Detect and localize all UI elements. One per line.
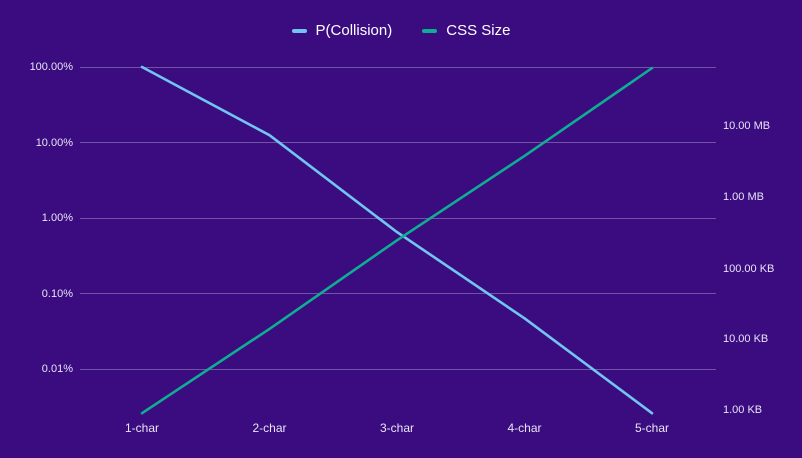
legend-label-pcollision: P(Collision) bbox=[315, 22, 393, 39]
css-size-line[interactable] bbox=[140, 66, 654, 415]
x-axis-label: 3-char bbox=[379, 421, 415, 435]
gridline bbox=[80, 368, 716, 370]
right-axis-tick-label: 100.00 KB bbox=[723, 262, 775, 275]
legend-item-css-size[interactable]: CSS Size bbox=[422, 22, 510, 39]
right-axis-tick-label: 10.00 KB bbox=[723, 333, 769, 346]
x-axis-label: 2-char bbox=[252, 421, 287, 435]
left-axis-tick-label: 0.10% bbox=[41, 287, 73, 300]
gridline bbox=[80, 293, 716, 294]
p-collision-line[interactable] bbox=[140, 65, 654, 415]
gridline bbox=[80, 217, 716, 219]
right-axis-tick-label: 1.00 KB bbox=[723, 404, 763, 416]
x-axis-label: 1-char bbox=[124, 421, 160, 435]
legend: P(Collision) CSS Size bbox=[0, 22, 802, 39]
legend-swatch-css-size-icon bbox=[422, 28, 438, 33]
x-axis-label: 5-char bbox=[634, 421, 670, 435]
left-axis-tick-label: 0.01% bbox=[41, 363, 73, 375]
legend-label-css-size: CSS Size bbox=[446, 22, 511, 39]
right-axis-tick-label: 1.00 MB bbox=[723, 191, 764, 204]
left-axis-tick-label: 100.00% bbox=[29, 61, 73, 73]
left-axis-tick-label: 10.00% bbox=[35, 136, 73, 149]
legend-swatch-pcollision-icon bbox=[291, 28, 307, 33]
left-axis-tick-label: 1.00% bbox=[41, 212, 73, 224]
right-axis-tick-label: 10.00 MB bbox=[723, 120, 771, 133]
gridline bbox=[80, 142, 716, 143]
gridline bbox=[80, 66, 716, 68]
legend-item-pcollision[interactable]: P(Collision) bbox=[291, 22, 393, 39]
x-axis-label: 4-char bbox=[507, 421, 542, 435]
